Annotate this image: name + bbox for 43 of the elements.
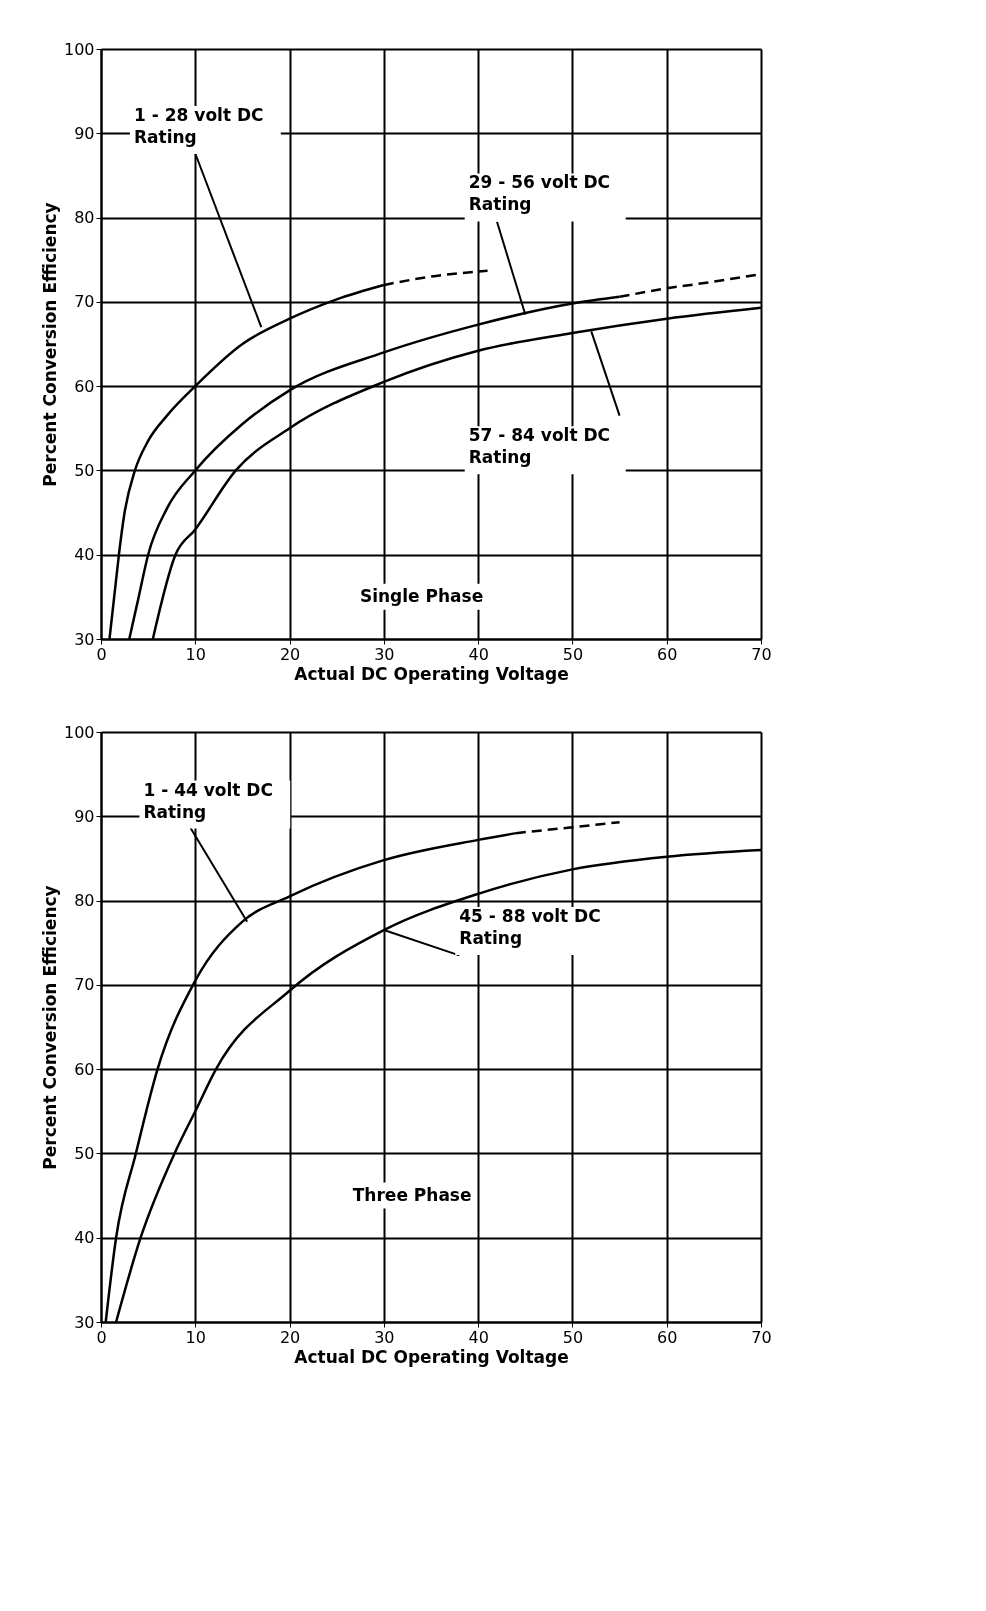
x-tick-label: 40 xyxy=(468,644,489,664)
x-tick-label: 50 xyxy=(562,644,584,664)
y-tick-label: 70 xyxy=(74,292,95,312)
y-tick-label: 90 xyxy=(74,123,95,143)
annotation: 1 - 28 volt DC Rating xyxy=(134,105,264,147)
annotation: 45 - 88 volt DC Rating xyxy=(459,906,601,948)
x-axis-title: Actual DC Operating Voltage xyxy=(294,1346,569,1367)
y-tick-label: 30 xyxy=(74,629,95,649)
x-axis-title: Actual DC Operating Voltage xyxy=(294,663,569,684)
x-tick-label: 40 xyxy=(468,1327,489,1347)
y-tick-label: 50 xyxy=(74,460,95,480)
y-axis-title: Percent Conversion Efficiency xyxy=(39,885,60,1170)
y-tick-label: 60 xyxy=(74,1059,95,1079)
y-tick-label: 80 xyxy=(74,891,95,911)
y-tick-label: 80 xyxy=(74,208,95,228)
annotation: 29 - 56 volt DC Rating xyxy=(468,172,611,215)
text: Single Phase xyxy=(359,585,484,606)
x-tick-label: 60 xyxy=(657,644,678,664)
x-tick-label: 0 xyxy=(96,644,107,664)
y-tick-label: 90 xyxy=(74,806,95,826)
y-tick-label: 100 xyxy=(63,39,95,59)
text: Three Phase xyxy=(352,1184,472,1205)
x-tick-label: 20 xyxy=(279,1327,301,1347)
x-tick-label: 10 xyxy=(185,644,206,664)
y-tick-label: 60 xyxy=(74,376,95,396)
annotation: 1 - 44 volt DC Rating xyxy=(143,779,273,822)
annotation: 57 - 84 volt DC Rating xyxy=(468,425,611,468)
x-tick-label: 50 xyxy=(562,1327,584,1347)
x-tick-label: 70 xyxy=(751,1327,772,1347)
y-tick-label: 100 xyxy=(63,722,95,742)
y-tick-label: 40 xyxy=(74,1228,95,1248)
y-axis-title: Percent Conversion Efficiency xyxy=(39,202,60,487)
x-tick-label: 70 xyxy=(751,644,772,664)
y-tick-label: 70 xyxy=(74,975,95,995)
y-tick-label: 30 xyxy=(74,1312,95,1332)
x-tick-label: 20 xyxy=(279,644,301,664)
x-tick-label: 0 xyxy=(96,1327,107,1347)
x-tick-label: 30 xyxy=(374,1327,395,1347)
x-tick-label: 60 xyxy=(657,1327,678,1347)
y-tick-label: 40 xyxy=(74,545,95,565)
y-tick-label: 50 xyxy=(74,1143,95,1163)
x-tick-label: 10 xyxy=(185,1327,206,1347)
x-tick-label: 30 xyxy=(374,644,395,664)
